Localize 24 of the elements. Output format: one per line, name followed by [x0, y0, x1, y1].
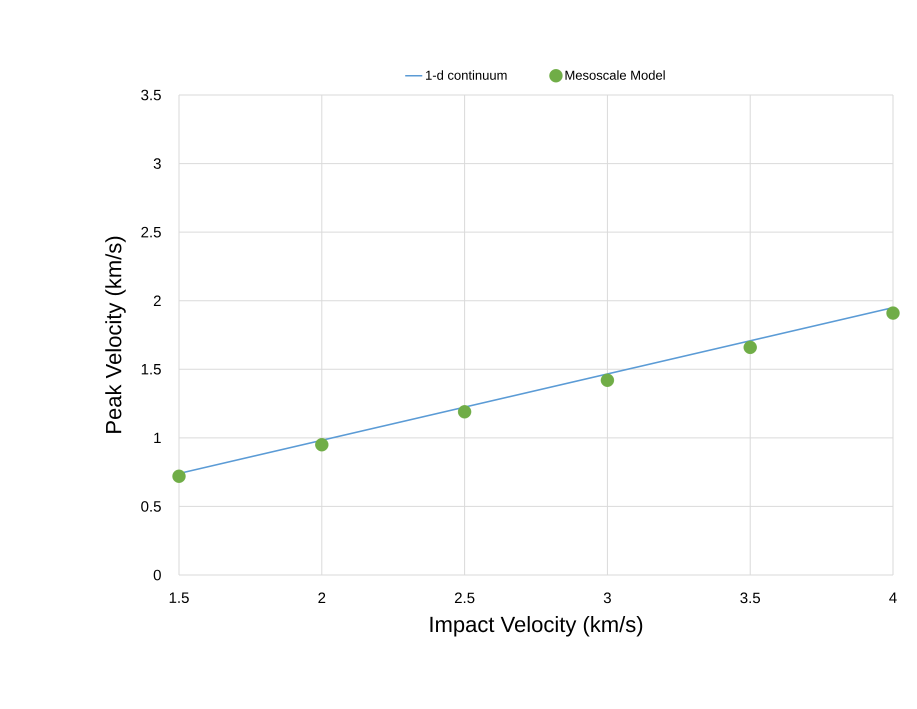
point — [315, 438, 329, 452]
y-tick-label: 3 — [154, 158, 161, 169]
x-tick-label: 2 — [318, 592, 326, 604]
point — [172, 470, 186, 483]
y-tick-label: 2 — [154, 295, 161, 306]
point — [600, 374, 614, 387]
legend-label: 1-d continuum — [426, 70, 507, 80]
legend-label: Mesoscale Model — [566, 70, 665, 80]
y-tick-label: 3.5 — [141, 90, 161, 100]
x-tick-label: 3 — [604, 592, 611, 604]
x-tick-label: 2.5 — [454, 592, 474, 604]
x-tick-label: 3.5 — [740, 592, 760, 604]
x-tick-label: 1.5 — [170, 592, 189, 603]
x-axis-title: Impact Velocity (km/s) — [430, 616, 642, 637]
point — [458, 405, 472, 419]
y-tick-label: 0.5 — [141, 501, 161, 512]
y-tick-label: 0 — [154, 570, 161, 580]
point — [744, 340, 757, 354]
point — [886, 306, 900, 320]
y-tick-label: 2.5 — [141, 226, 161, 238]
y-tick-label: 1.5 — [142, 364, 161, 375]
y-axis-title: Peak Velocity (km/s) — [105, 236, 126, 433]
x-tick-label: 4 — [889, 592, 897, 603]
y-tick-label: 1 — [154, 432, 161, 444]
